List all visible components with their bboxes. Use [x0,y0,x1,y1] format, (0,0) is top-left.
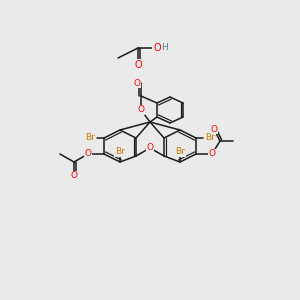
Text: O: O [85,149,92,158]
Text: Br: Br [85,134,95,142]
Text: O: O [153,43,161,53]
Text: Br: Br [175,148,185,157]
Text: H: H [162,44,168,52]
Text: Br: Br [115,148,125,157]
Text: O: O [134,60,142,70]
Text: O: O [146,143,154,152]
Text: O: O [70,172,77,181]
Text: O: O [211,124,218,134]
Text: O: O [208,149,215,158]
Text: O: O [134,79,140,88]
Text: Br: Br [205,134,215,142]
Text: O: O [137,106,145,115]
